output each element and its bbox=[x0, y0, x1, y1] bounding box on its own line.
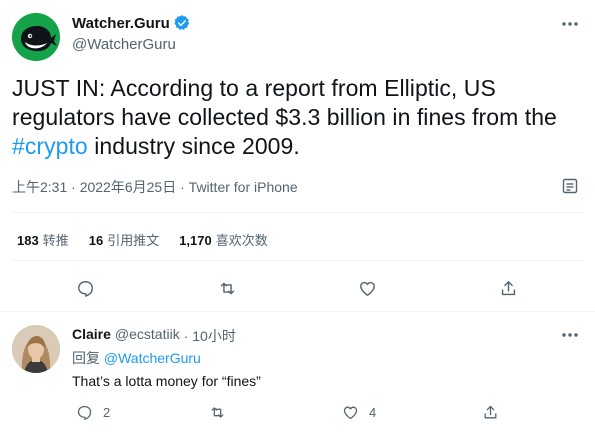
retweets-label: 转推 bbox=[42, 233, 69, 248]
tweet-stats: 183 转推 16 引用推文 1,170 喜欢次数 bbox=[17, 230, 268, 249]
author-display-name[interactable]: Watcher.Guru bbox=[72, 14, 170, 32]
author-handle[interactable]: @WatcherGuru bbox=[72, 36, 176, 53]
retweet-button[interactable] bbox=[215, 276, 239, 300]
reply-author-name[interactable]: Claire bbox=[72, 326, 111, 342]
heart-icon bbox=[359, 281, 375, 296]
reply-like-button[interactable]: 4 bbox=[342, 402, 376, 422]
reply-reply-count: 2 bbox=[103, 404, 111, 420]
reply-icon bbox=[77, 405, 92, 420]
verified-badge-icon bbox=[174, 15, 189, 30]
watcherguru-avatar[interactable] bbox=[12, 13, 60, 61]
retweets-stat[interactable]: 183 转推 bbox=[17, 230, 69, 249]
share-icon bbox=[501, 280, 515, 295]
replying-prefix: 回复 bbox=[72, 350, 104, 366]
tweet-text: JUST IN: According to a report from Elli… bbox=[12, 74, 587, 161]
like-button[interactable] bbox=[355, 276, 379, 300]
meta-separator: · bbox=[176, 179, 189, 195]
retweets-count: 183 bbox=[17, 233, 39, 248]
reply-retweet-button[interactable] bbox=[209, 402, 236, 422]
divider bbox=[12, 260, 583, 261]
reply-icon bbox=[77, 280, 93, 297]
tweet-source[interactable]: Twitter for iPhone bbox=[188, 179, 298, 195]
reply-reply-button[interactable]: 2 bbox=[76, 402, 110, 422]
reply-like-count: 4 bbox=[369, 404, 377, 420]
quotes-label: 引用推文 bbox=[107, 233, 160, 248]
likes-count: 1,170 bbox=[179, 233, 212, 248]
reply-share-button[interactable] bbox=[482, 402, 499, 422]
retweet-icon bbox=[220, 282, 234, 294]
profile-photo-icon bbox=[12, 325, 60, 373]
claire-avatar[interactable] bbox=[12, 325, 60, 373]
reply-time[interactable]: · 10小时 bbox=[183, 328, 236, 344]
analytics-icon[interactable] bbox=[560, 176, 580, 196]
quotes-stat[interactable]: 16 引用推文 bbox=[89, 230, 159, 249]
quotes-count: 16 bbox=[88, 233, 104, 248]
tweet-text-after: industry since 2009. bbox=[87, 133, 300, 159]
reply-header: Claire @ecstatiik · 10小时 bbox=[72, 326, 236, 346]
heart-icon bbox=[343, 406, 358, 419]
reply-button[interactable] bbox=[73, 276, 97, 300]
share-button[interactable] bbox=[496, 276, 520, 300]
reply-mention-link[interactable]: @WatcherGuru bbox=[103, 350, 201, 366]
divider bbox=[0, 311, 595, 312]
reply-author-handle[interactable]: @ecstatiik bbox=[114, 326, 180, 342]
reply-text: That’s a lotta money for “fines” bbox=[72, 373, 261, 389]
more-options-icon[interactable] bbox=[560, 14, 580, 34]
tweet-time[interactable]: 上午2:31 bbox=[12, 179, 68, 195]
reply-more-options-icon[interactable] bbox=[560, 325, 580, 345]
retweet-icon bbox=[211, 406, 224, 418]
crypto-hashtag-link[interactable]: #crypto bbox=[12, 133, 88, 159]
author-name[interactable]: Watcher.Guru bbox=[72, 14, 191, 32]
likes-label: 喜欢次数 bbox=[215, 233, 268, 248]
share-icon bbox=[484, 405, 497, 418]
replying-to: 回复 @WatcherGuru bbox=[72, 348, 201, 368]
divider bbox=[12, 212, 583, 213]
tweet-text-before: JUST IN: According to a report from Elli… bbox=[12, 75, 557, 130]
likes-stat[interactable]: 1,170 喜欢次数 bbox=[179, 230, 268, 249]
meta-separator: · bbox=[67, 179, 80, 195]
whale-logo-icon bbox=[12, 13, 60, 61]
tweet-date[interactable]: 2022年6月25日 bbox=[79, 179, 177, 195]
tweet-meta: 上午2:31 · 2022年6月25日 · Twitter for iPhone bbox=[12, 177, 298, 197]
